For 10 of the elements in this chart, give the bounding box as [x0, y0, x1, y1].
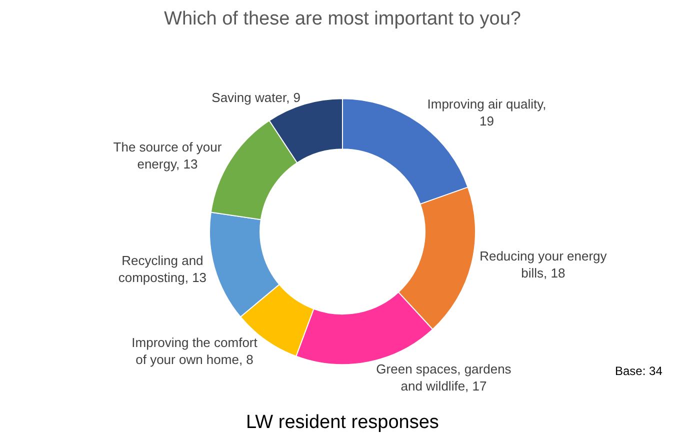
slice-label: Improving the comfort of your own home, 8	[132, 334, 258, 367]
slice-label: Improving air quality, 19	[427, 96, 546, 128]
slice-label: Saving water, 9	[212, 90, 301, 105]
text: Base: 34	[615, 364, 663, 378]
chart-title: Which of these are most important to you?	[164, 8, 521, 30]
slice-label: The source of your energy, 13	[113, 140, 222, 172]
slice-label: Recycling and composting, 13	[118, 252, 207, 285]
text: LW resident responses	[246, 412, 439, 433]
slice-label: Green spaces, gardens and wildlife, 17	[376, 361, 512, 394]
slice-label: Reducing your energy bills, 18	[480, 248, 608, 280]
